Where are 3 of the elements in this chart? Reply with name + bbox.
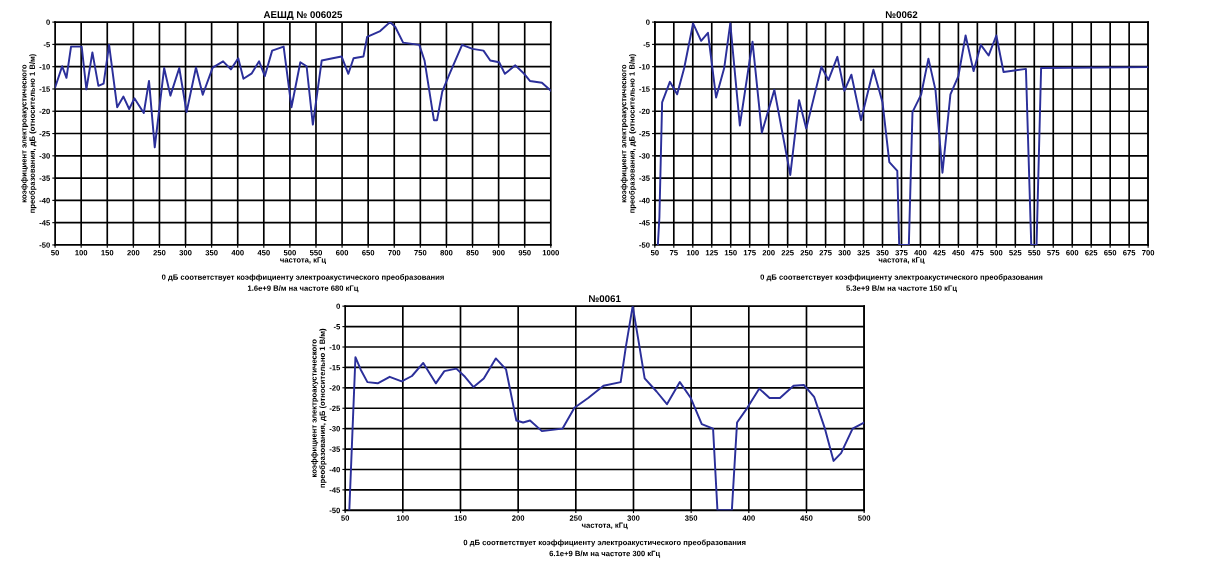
chart-title: АЕШД № 006025 [263, 11, 343, 20]
chart-title: №0062 [885, 11, 918, 19]
chart-title: №0061 [589, 295, 621, 303]
